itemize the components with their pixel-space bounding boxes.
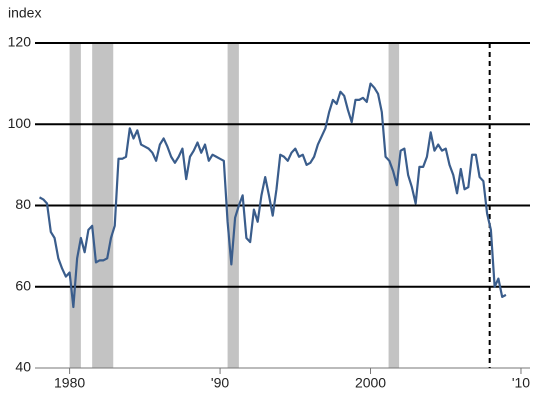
data-line xyxy=(38,82,507,309)
y-tick-label: 40 xyxy=(15,359,31,375)
y-tick-label: 100 xyxy=(8,115,32,131)
x-tick-label: 1980 xyxy=(54,375,85,391)
y-tick-label: 80 xyxy=(15,196,31,212)
y-axis-label: index xyxy=(8,5,41,21)
x-tick-label: 2000 xyxy=(355,375,386,391)
x-tick-label: '90 xyxy=(211,375,229,391)
y-tick-label: 120 xyxy=(8,34,32,50)
y-tick-label: 60 xyxy=(15,277,31,293)
x-tick-label: '10 xyxy=(512,375,530,391)
